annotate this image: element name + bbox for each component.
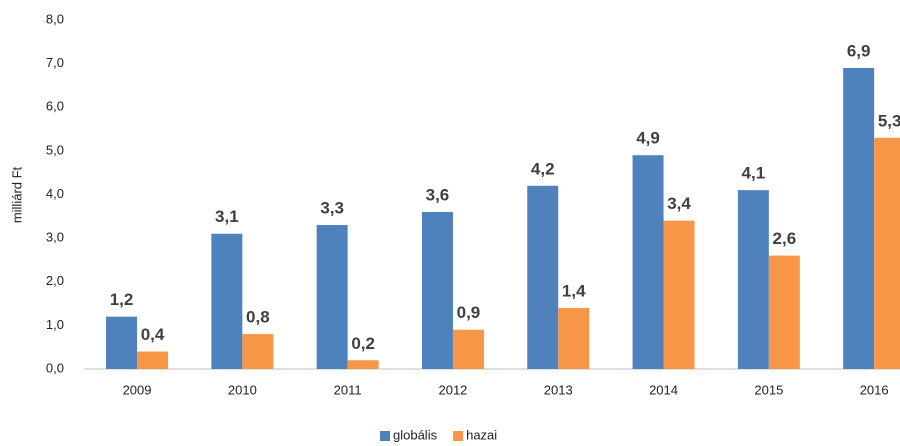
x-tick-label: 2012: [438, 382, 467, 397]
value-label: 0,4: [141, 325, 165, 344]
value-label: 0,8: [246, 308, 270, 327]
x-tick-label: 2011: [334, 382, 362, 397]
y-tick-label: 6,0: [46, 99, 64, 114]
y-tick-label: 0,0: [46, 360, 64, 375]
y-tick-label: 1,0: [46, 317, 64, 332]
x-tick-label: 2015: [754, 382, 783, 397]
bar: [316, 225, 348, 369]
value-label: 3,6: [426, 185, 450, 204]
value-label: 1,4: [562, 281, 586, 300]
bar: [843, 67, 875, 370]
y-tick-label: 3,0: [46, 230, 64, 245]
value-label: 1,2: [110, 290, 134, 309]
x-tick-label: 2009: [123, 382, 152, 397]
bar: [211, 233, 243, 369]
value-label: 0,2: [351, 334, 375, 353]
bar: [663, 220, 695, 369]
bar: [452, 329, 484, 369]
x-tick-label: 2016: [860, 382, 889, 397]
legend-label: globális: [393, 427, 438, 442]
value-label: 3,4: [667, 194, 691, 213]
x-tick-label: 2010: [228, 382, 257, 397]
bar: [737, 190, 769, 369]
value-label: 0,9: [457, 303, 481, 322]
bar: [874, 137, 900, 369]
value-label: 3,1: [215, 207, 239, 226]
bar: [106, 316, 138, 369]
value-label: 6,9: [847, 41, 871, 60]
y-tick-label: 5,0: [46, 142, 64, 157]
y-tick-label: 7,0: [46, 55, 64, 70]
legend-swatch: [380, 431, 390, 441]
y-axis-title: milliárd Ft: [9, 166, 24, 223]
value-label: 4,9: [636, 129, 660, 148]
legend-swatch: [453, 431, 464, 441]
legend-label: hazai: [466, 427, 497, 442]
x-tick-label: 2014: [649, 382, 678, 397]
value-label: 2,6: [773, 229, 797, 248]
bar: [632, 155, 664, 369]
y-tick-label: 2,0: [46, 273, 64, 288]
value-label: 3,3: [320, 199, 344, 218]
bar: [527, 185, 559, 369]
bar: [421, 211, 453, 369]
bar: [242, 334, 274, 369]
bar: [558, 307, 590, 369]
bar: [347, 360, 379, 369]
bar: [137, 351, 169, 369]
bar: [768, 255, 800, 369]
y-tick-label: 8,0: [46, 11, 64, 26]
value-label: 4,1: [742, 164, 766, 183]
value-label: 4,2: [531, 159, 555, 178]
x-tick-label: 2013: [544, 382, 573, 397]
y-tick-label: 4,0: [46, 186, 64, 201]
value-label: 5,3: [878, 111, 900, 130]
